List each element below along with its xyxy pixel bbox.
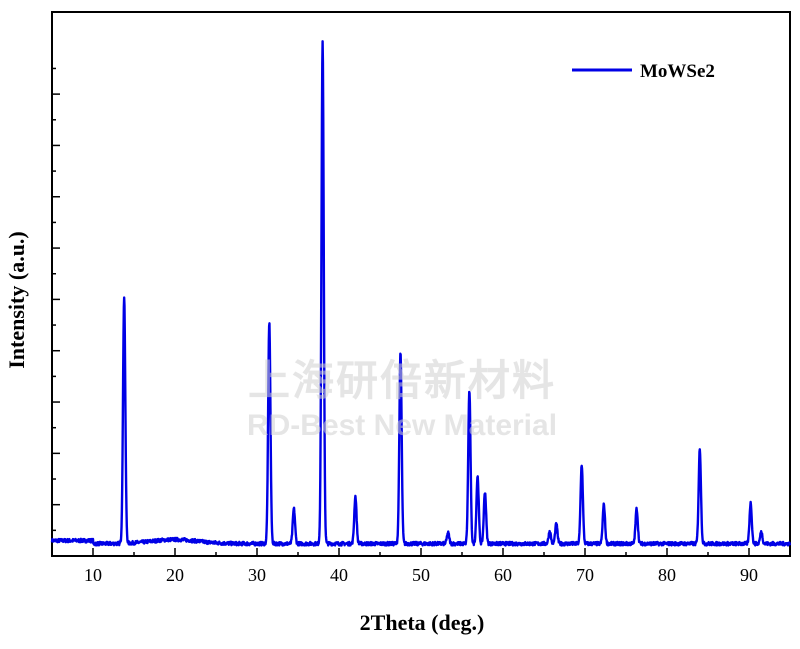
series-layer [50,40,792,547]
axes [51,11,791,557]
x-tick-label: 60 [494,565,512,585]
series-line [50,40,792,547]
x-tick-label: 20 [166,565,184,585]
x-axis-label: 2Theta (deg.) [360,610,485,635]
legend: MoWSe2 [572,61,715,82]
x-tick-label: 80 [658,565,676,585]
y-axis-label: Intensity (a.u.) [4,231,29,369]
watermark-en: RD-Best New Material [247,409,557,442]
x-tick-label: 10 [84,565,102,585]
x-tick-label: 40 [330,565,348,585]
watermark-cn: 上海研倍新材料 [248,357,556,404]
x-tick-label: 30 [248,565,266,585]
x-tick-label: 70 [576,565,594,585]
legend-label: MoWSe2 [640,61,715,82]
x-tick-label: 50 [412,565,430,585]
x-tick-label: 90 [740,565,758,585]
watermark: 上海研倍新材料 RD-Best New Material [247,357,557,442]
plot-frame [51,11,791,557]
ticks: 10 20 30 40 50 60 70 80 90 [51,67,791,585]
